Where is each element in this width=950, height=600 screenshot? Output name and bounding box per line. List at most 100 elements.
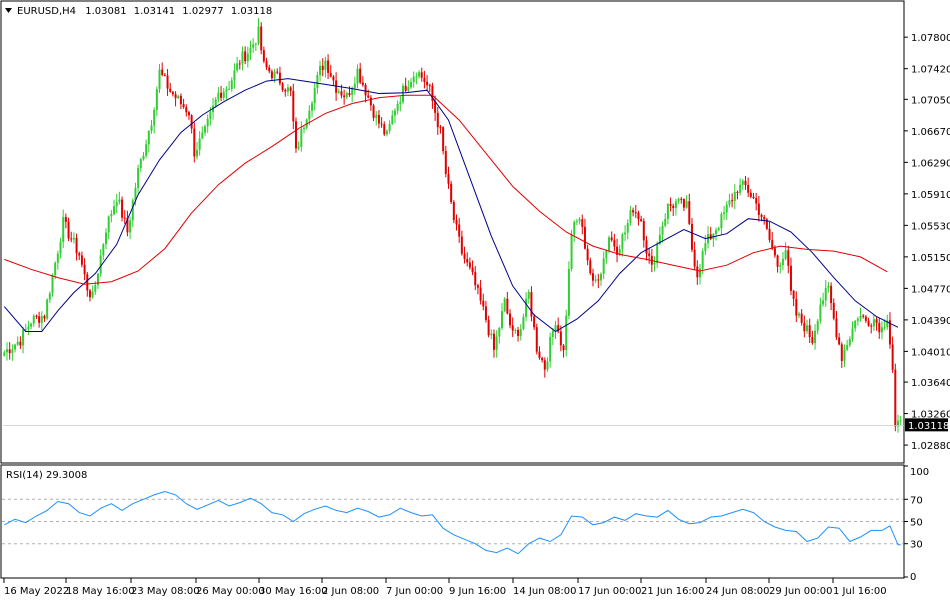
candle-body xyxy=(8,349,11,354)
candle-body xyxy=(142,155,145,160)
candle-body xyxy=(696,266,699,278)
candle-body xyxy=(308,110,311,120)
candle-body xyxy=(474,272,477,286)
candle-body xyxy=(541,357,544,361)
candle-body xyxy=(86,274,89,291)
price-tick-label: 1.05150 xyxy=(911,253,950,264)
time-tick-label: 17 Jun 00:00 xyxy=(578,586,642,597)
candle-body xyxy=(190,115,193,129)
rsi-tick-label: 70 xyxy=(910,495,923,506)
candle-body xyxy=(426,81,429,86)
candle-body xyxy=(372,105,375,118)
candle-body xyxy=(811,337,814,344)
candle-body xyxy=(492,333,495,350)
candle-body xyxy=(418,72,421,77)
candle-body xyxy=(292,90,295,122)
candle-body xyxy=(113,206,116,215)
candle-body xyxy=(246,53,249,62)
candle-body xyxy=(321,65,324,71)
time-tick-label: 30 May 16:00 xyxy=(259,586,328,597)
candle-body xyxy=(773,248,776,256)
candle-body xyxy=(757,203,760,215)
candle-body xyxy=(313,88,316,104)
candle-body xyxy=(238,63,241,65)
candle-body xyxy=(616,246,619,255)
candle-body xyxy=(819,304,822,321)
candle-body xyxy=(137,168,140,188)
candle-body xyxy=(300,128,303,147)
candle-body xyxy=(80,255,83,265)
candle-body xyxy=(121,199,124,218)
candle-body xyxy=(698,268,701,278)
candle-body xyxy=(899,420,902,422)
time-tick-label: 24 Jun 08:00 xyxy=(706,586,770,597)
candle-body xyxy=(752,196,755,199)
candle-body xyxy=(749,192,752,197)
candle-body xyxy=(731,200,734,202)
candle-body xyxy=(278,72,281,84)
candle-body xyxy=(30,323,33,327)
candle-body xyxy=(672,205,675,208)
time-tick-label: 7 Jun 00:00 xyxy=(386,586,443,597)
candle-body xyxy=(498,327,501,337)
candle-body xyxy=(105,232,108,245)
candle-body xyxy=(147,131,150,145)
candle-body xyxy=(115,201,118,207)
candle-body xyxy=(803,322,806,332)
candle-body xyxy=(559,331,562,346)
candle-body xyxy=(201,132,204,139)
candle-body xyxy=(471,267,474,273)
slow-ma-line xyxy=(4,94,888,285)
candle-body xyxy=(840,344,843,361)
candle-body xyxy=(816,320,819,331)
open-value: 1.03081 xyxy=(85,6,126,17)
candle-body xyxy=(682,199,685,208)
candle-body xyxy=(193,128,196,157)
fast-ma-line xyxy=(3,78,899,333)
candle-body xyxy=(46,299,49,319)
candle-body xyxy=(129,220,132,233)
candle-body xyxy=(153,110,156,126)
candle-body xyxy=(32,315,35,324)
candle-body xyxy=(404,85,407,91)
candle-body xyxy=(583,226,586,249)
candle-body xyxy=(776,255,779,267)
candle-body xyxy=(736,191,739,193)
candle-body xyxy=(557,325,560,332)
candle-body xyxy=(16,341,19,345)
candle-body xyxy=(351,88,354,96)
price-tick-label: 1.03260 xyxy=(911,410,950,421)
candle-body xyxy=(522,316,525,330)
close-value: 1.03118 xyxy=(231,6,272,17)
candle-body xyxy=(249,47,252,54)
candle-body xyxy=(195,149,198,157)
moving-average-lines xyxy=(3,78,899,333)
dropdown-triangle-icon[interactable] xyxy=(5,8,12,13)
candle-body xyxy=(393,110,396,116)
candle-body xyxy=(377,115,380,124)
candle-body xyxy=(846,345,849,350)
candle-body xyxy=(329,72,332,77)
candle-body xyxy=(658,234,661,244)
candle-body xyxy=(402,85,405,103)
candle-body xyxy=(626,223,629,233)
candle-body xyxy=(24,329,27,331)
candle-body xyxy=(594,279,597,281)
candle-body xyxy=(784,250,787,259)
candle-body xyxy=(345,93,348,98)
current-price-marker: 1.03118 xyxy=(3,418,949,432)
candle-body xyxy=(319,65,322,76)
candle-body xyxy=(795,298,798,316)
candle-body xyxy=(442,127,445,152)
candle-body xyxy=(359,68,362,83)
candle-body xyxy=(685,201,688,208)
candle-body xyxy=(506,298,509,314)
candle-body xyxy=(220,92,223,98)
candle-body xyxy=(525,298,528,317)
candle-body xyxy=(412,76,415,82)
candle-body xyxy=(361,82,364,85)
price-tick-label: 1.06290 xyxy=(911,158,950,169)
candle-body xyxy=(806,325,809,332)
